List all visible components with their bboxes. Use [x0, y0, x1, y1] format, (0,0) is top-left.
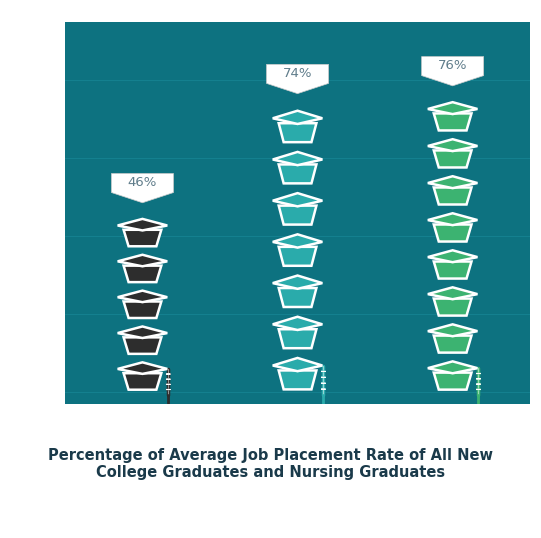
Text: Percentage of Average Job Placement Rate of All New
College Graduates and Nursin: Percentage of Average Job Placement Rate…	[48, 448, 493, 480]
Polygon shape	[123, 301, 161, 318]
Polygon shape	[434, 336, 472, 352]
Polygon shape	[434, 224, 472, 242]
Polygon shape	[434, 114, 472, 130]
Polygon shape	[434, 373, 472, 390]
Text: 46%: 46%	[128, 176, 157, 189]
Polygon shape	[111, 174, 174, 203]
Polygon shape	[428, 287, 478, 299]
Polygon shape	[279, 288, 316, 307]
Polygon shape	[434, 151, 472, 167]
Polygon shape	[273, 275, 322, 289]
Polygon shape	[123, 266, 161, 282]
Polygon shape	[434, 299, 472, 316]
Polygon shape	[117, 255, 167, 266]
Polygon shape	[428, 139, 478, 151]
Polygon shape	[434, 261, 472, 279]
Polygon shape	[117, 291, 167, 302]
Polygon shape	[279, 123, 316, 142]
Polygon shape	[428, 176, 478, 188]
Polygon shape	[279, 329, 316, 348]
Polygon shape	[279, 165, 316, 183]
Polygon shape	[273, 358, 322, 371]
Polygon shape	[123, 230, 161, 246]
Polygon shape	[428, 324, 478, 336]
Polygon shape	[428, 250, 478, 262]
Polygon shape	[279, 247, 316, 266]
Polygon shape	[279, 206, 316, 224]
Polygon shape	[117, 362, 167, 374]
Polygon shape	[273, 152, 322, 165]
Polygon shape	[123, 337, 161, 354]
Polygon shape	[428, 102, 478, 114]
Polygon shape	[273, 317, 322, 330]
Polygon shape	[428, 362, 478, 373]
Polygon shape	[117, 219, 167, 230]
Polygon shape	[434, 187, 472, 204]
Polygon shape	[123, 373, 161, 390]
Polygon shape	[267, 65, 328, 94]
Polygon shape	[421, 56, 484, 86]
Polygon shape	[428, 213, 478, 225]
Polygon shape	[273, 193, 322, 207]
Text: 74%: 74%	[283, 67, 312, 80]
Polygon shape	[273, 235, 322, 247]
Polygon shape	[279, 371, 316, 390]
Text: 76%: 76%	[438, 60, 467, 73]
Polygon shape	[117, 327, 167, 338]
Polygon shape	[273, 111, 322, 124]
